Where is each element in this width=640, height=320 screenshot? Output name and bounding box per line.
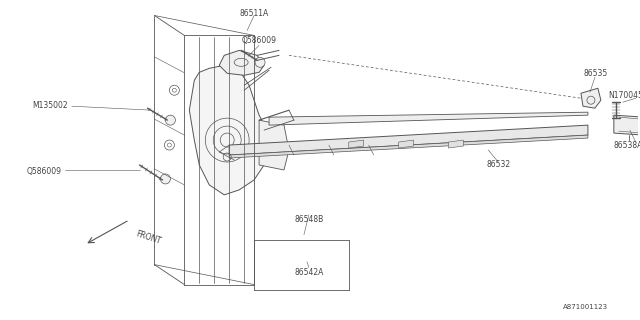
Polygon shape [449, 140, 463, 148]
Text: N170045: N170045 [608, 91, 640, 100]
Polygon shape [581, 88, 601, 108]
Text: 86532: 86532 [486, 161, 510, 170]
Polygon shape [399, 140, 413, 148]
Circle shape [165, 115, 175, 125]
Polygon shape [229, 125, 588, 155]
Polygon shape [259, 120, 289, 170]
Text: FRONT: FRONT [134, 229, 162, 246]
Text: 86538A: 86538A [613, 140, 640, 149]
Text: Q586009: Q586009 [241, 36, 276, 45]
Text: 86542A: 86542A [294, 268, 324, 277]
Polygon shape [189, 65, 269, 195]
Text: 86511A: 86511A [239, 9, 269, 18]
Polygon shape [349, 140, 364, 148]
Circle shape [255, 57, 265, 67]
Polygon shape [614, 115, 640, 135]
Text: M135002: M135002 [32, 101, 68, 110]
Polygon shape [220, 50, 264, 75]
Polygon shape [269, 112, 588, 125]
Circle shape [161, 174, 170, 184]
Polygon shape [229, 135, 588, 158]
Text: Q586009: Q586009 [27, 167, 62, 176]
Text: 86535: 86535 [584, 69, 608, 78]
Text: 86548B: 86548B [294, 215, 324, 224]
Text: A871001123: A871001123 [563, 304, 608, 310]
